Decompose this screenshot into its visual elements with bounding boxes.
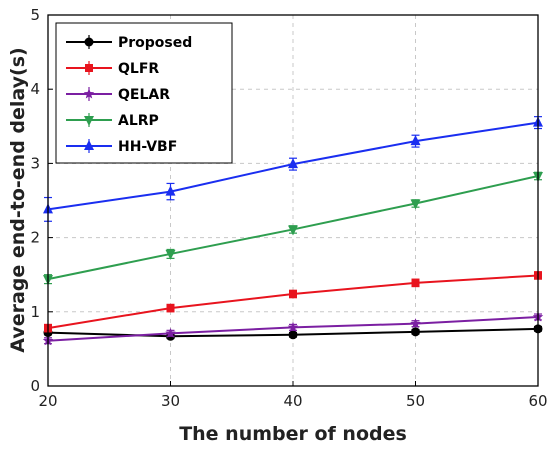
legend-label: QELAR (118, 87, 170, 103)
data-point (288, 225, 298, 236)
x-axis-title: The number of nodes (179, 423, 407, 445)
x-tick-label: 20 (38, 392, 57, 410)
data-point (410, 318, 421, 329)
legend-item-qelar: QELAR (66, 87, 170, 103)
series-layer (42, 116, 544, 346)
data-point (287, 321, 299, 332)
legend-items: Proposed QLFR QELAR ALRP HH-VBF (66, 35, 192, 155)
data-point (165, 185, 176, 196)
legend-marker (84, 116, 94, 126)
series-hh-vbf (43, 116, 543, 222)
data-point (411, 278, 420, 287)
data-point (288, 330, 298, 340)
legend-label: HH-VBF (118, 139, 177, 155)
data-point (410, 135, 421, 146)
data-point (410, 199, 421, 210)
data-point (166, 304, 175, 313)
data-point (411, 327, 420, 337)
x-tick-label: 50 (406, 392, 425, 410)
data-point (165, 249, 176, 260)
legend-item-qlfr: QLFR (66, 61, 159, 77)
legend-item-proposed: Proposed (66, 35, 192, 51)
y-tick-label: 3 (30, 154, 40, 172)
y-tick-label: 2 (30, 229, 40, 247)
axis-ticks: 20 30 40 50 60 0 1 2 3 4 5 (30, 6, 547, 410)
y-tick-label: 5 (30, 6, 40, 24)
data-point (288, 158, 298, 169)
data-point (289, 289, 297, 298)
legend-label: ALRP (118, 113, 159, 129)
legend-marker (85, 64, 93, 72)
y-axis-title: Average end-to-end delay(s) (7, 47, 29, 352)
data-point (165, 327, 176, 338)
y-tick-label: 1 (30, 303, 40, 321)
legend-item-alrp: ALRP (66, 113, 159, 129)
y-tick-label: 0 (30, 377, 40, 395)
x-tick-label: 30 (161, 392, 180, 410)
x-tick-label: 60 (528, 392, 547, 410)
x-tick-label: 40 (283, 392, 302, 410)
legend-item-hh-vbf: HH-VBF (66, 139, 177, 155)
legend-marker (84, 37, 94, 47)
legend-label: Proposed (118, 35, 192, 51)
legend-marker (83, 88, 95, 99)
legend: Proposed QLFR QELAR ALRP HH-VBF (55, 22, 233, 164)
legend-label: QLFR (118, 61, 159, 77)
y-tick-label: 4 (30, 80, 40, 98)
legend-marker (84, 140, 94, 150)
